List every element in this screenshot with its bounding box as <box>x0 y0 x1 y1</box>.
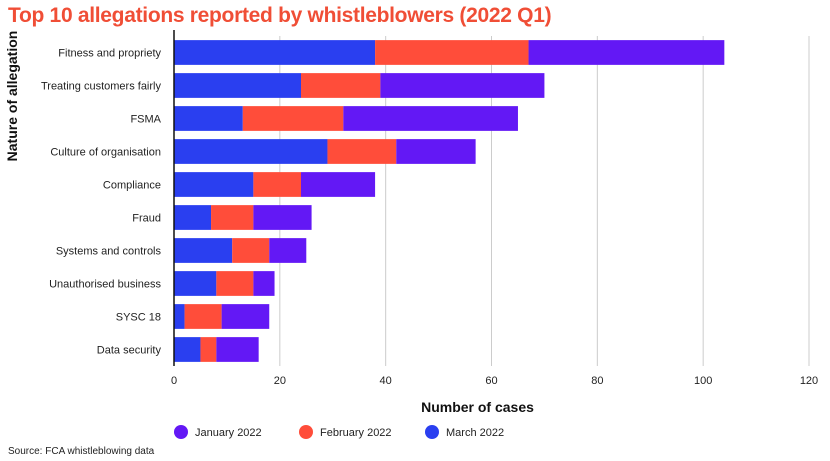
bar-2-10 <box>200 337 217 362</box>
category-label: SYSC 18 <box>116 312 161 324</box>
legend-marker <box>425 425 439 439</box>
bar-3-7 <box>269 238 307 263</box>
bar-2-8 <box>216 271 254 296</box>
bar-3-2 <box>380 73 545 98</box>
source-note: Source: FCA whistleblowing data <box>8 446 155 457</box>
category-label: Data security <box>97 345 162 357</box>
category-label: Compliance <box>103 180 161 192</box>
y-axis-title: Nature of allegation <box>4 31 20 162</box>
legend-marker <box>174 425 188 439</box>
bar-1-5 <box>174 172 254 197</box>
x-tick-label: 80 <box>591 375 603 387</box>
x-tick-label: 20 <box>274 375 286 387</box>
category-label: Fraud <box>132 213 161 225</box>
bar-1-4 <box>174 139 328 164</box>
bar-2-9 <box>184 304 222 329</box>
bar-2-2 <box>301 73 381 98</box>
bar-3-8 <box>253 271 275 296</box>
bar-1-6 <box>174 205 212 230</box>
bar-1-8 <box>174 271 217 296</box>
category-label: Culture of organisation <box>50 147 161 159</box>
bar-2-3 <box>242 106 344 131</box>
x-tick-label: 120 <box>800 375 818 387</box>
bar-3-9 <box>221 304 270 329</box>
legend-label: March 2022 <box>446 427 504 439</box>
bar-3-10 <box>216 337 259 362</box>
bar-3-3 <box>343 106 518 131</box>
bar-2-6 <box>211 205 254 230</box>
x-tick-label: 100 <box>694 375 712 387</box>
bar-1-9 <box>174 304 185 329</box>
bar-1-3 <box>174 106 243 131</box>
x-tick-label: 0 <box>171 375 177 387</box>
bar-1-10 <box>174 337 201 362</box>
bar-3-5 <box>301 172 376 197</box>
bar-1-7 <box>174 238 233 263</box>
legend-marker <box>299 425 313 439</box>
x-tick-label: 40 <box>380 375 392 387</box>
bar-3-4 <box>396 139 476 164</box>
bar-1-1 <box>174 40 376 65</box>
bar-2-1 <box>375 40 529 65</box>
legend-label: February 2022 <box>320 427 392 439</box>
bar-3-6 <box>253 205 312 230</box>
x-axis-title: Number of cases <box>421 399 534 415</box>
legend-label: January 2022 <box>195 427 262 439</box>
category-label: Unauthorised business <box>49 279 161 291</box>
bar-2-7 <box>232 238 270 263</box>
bar-2-5 <box>253 172 301 197</box>
category-label: Systems and controls <box>56 246 162 258</box>
page-title: Top 10 allegations reported by whistlebl… <box>8 4 552 27</box>
x-tick-label: 60 <box>485 375 497 387</box>
category-label: Fitness and propriety <box>58 48 161 60</box>
category-label: Treating customers fairly <box>41 81 162 93</box>
category-label: FSMA <box>130 114 161 126</box>
bar-3-1 <box>528 40 725 65</box>
bar-1-2 <box>174 73 301 98</box>
bar-2-4 <box>327 139 397 164</box>
